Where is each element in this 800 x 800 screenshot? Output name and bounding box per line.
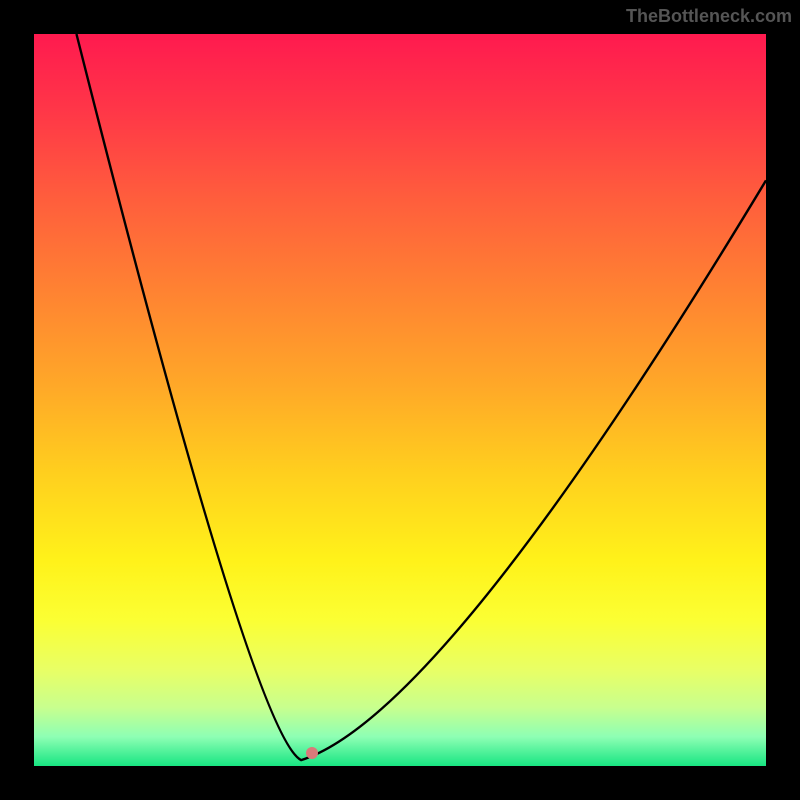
- chart-container: TheBottleneck.com: [0, 0, 800, 800]
- curve-layer: [0, 0, 800, 800]
- min-marker: [306, 747, 318, 759]
- bottleneck-curve: [76, 34, 766, 760]
- watermark-text: TheBottleneck.com: [626, 6, 792, 27]
